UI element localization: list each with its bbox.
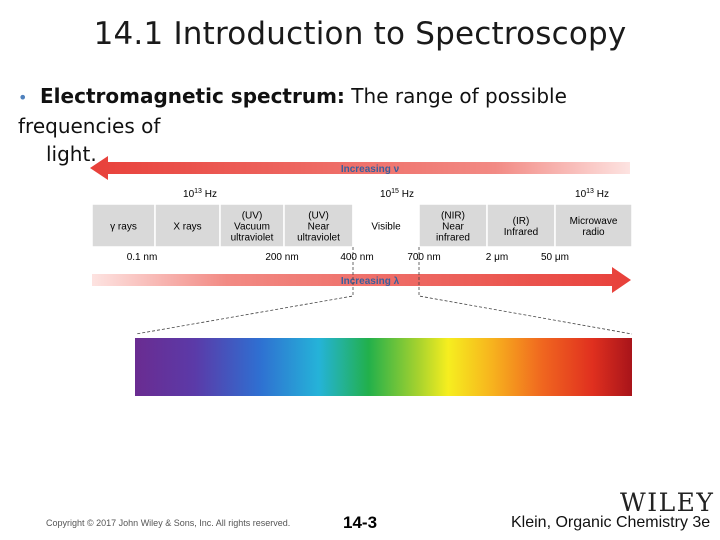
freq-label: 1015 Hz — [380, 188, 414, 200]
wavelength-label: 2 μm — [486, 252, 508, 263]
book-title: Klein, Organic Chemistry 3e — [511, 514, 711, 531]
bullet-text: The range of possible frequencies of — [18, 84, 567, 138]
region-label: infrared — [436, 233, 470, 244]
freq-label: 1013 Hz — [575, 188, 609, 200]
wavelength-arrow — [92, 267, 631, 293]
region-label: Near — [308, 222, 330, 233]
zoom-connector-right — [418, 247, 633, 335]
visible-spectrum-band — [135, 338, 632, 396]
region-label: ultraviolet — [231, 233, 274, 244]
freq-label: 1013 Hz — [183, 188, 217, 200]
region-label: γ rays — [110, 222, 137, 233]
spectrum-regions: γ rays X rays(UV)Vacuumultraviolet(UV)Nea… — [91, 203, 633, 248]
wavelength-label: 200 nm — [265, 252, 298, 263]
wavelength-labels: 0.1 nm 200 nm 400 nm 700 nm 2 μm 50 μm — [127, 252, 569, 263]
region-label: X rays — [173, 222, 201, 233]
region-label: Microwave — [570, 216, 618, 227]
wavelength-label: 700 nm — [407, 252, 440, 263]
bullet-point: • Electromagnetic spectrum: The range of … — [18, 82, 688, 168]
region-label: Vacuum — [234, 222, 270, 233]
wavelength-label: 400 nm — [340, 252, 373, 263]
copyright-notice: Copyright © 2017 John Wiley & Sons, Inc.… — [46, 518, 291, 528]
region-label: (UV) — [308, 211, 329, 222]
wavelength-label: 0.1 nm — [127, 252, 158, 263]
region-label: Infrared — [504, 227, 538, 238]
region-label: Near — [442, 222, 464, 233]
page-number: 14-3 — [343, 513, 378, 532]
region-label: (NIR) — [441, 211, 465, 222]
region-cell — [91, 203, 156, 248]
region-cell — [554, 203, 633, 248]
region-label: (IR) — [513, 216, 530, 227]
slide-title: 14.1 Introduction to Spectroscopy — [93, 16, 627, 52]
frequency-arrow — [90, 156, 630, 180]
wavelength-label: 50 μm — [541, 252, 569, 263]
wavelength-arrow-label: Increasing λ — [341, 276, 400, 287]
region-label: ultraviolet — [297, 233, 340, 244]
region-label: (UV) — [242, 211, 263, 222]
bullet-dot: • — [18, 88, 28, 107]
region-cell — [486, 203, 556, 248]
region-label: radio — [582, 227, 605, 238]
region-label: Visible — [371, 222, 401, 233]
frequency-arrow-label: Increasing ν — [341, 164, 400, 175]
bullet-term: Electromagnetic spectrum: — [40, 84, 345, 108]
bullet-text-continued: light. — [46, 142, 97, 166]
region-cell — [219, 203, 285, 248]
zoom-connector-left — [135, 247, 354, 335]
publisher-logo: WILEY — [620, 488, 715, 517]
